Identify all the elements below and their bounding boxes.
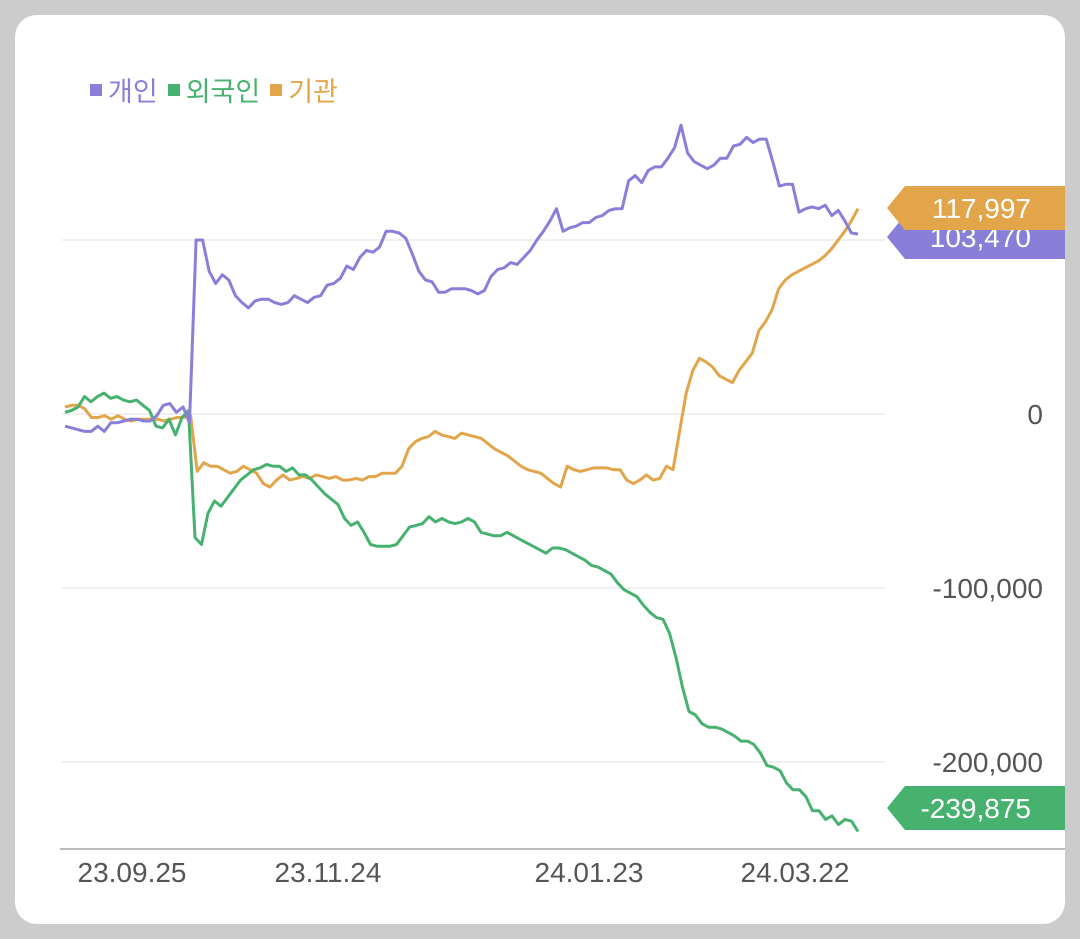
series-line-individual: [64, 123, 859, 433]
x-tick-label: 23.11.24: [275, 857, 382, 888]
legend-item-foreign[interactable]: 외국인: [167, 70, 261, 109]
badge-shape: [887, 786, 1065, 830]
legend-label-institution: 기관: [288, 77, 338, 107]
series-line-foreign: [64, 391, 860, 833]
x-tick-label: 24.03.22: [741, 857, 850, 888]
y-tick-label: 0: [1027, 399, 1043, 430]
legend-item-institution[interactable]: 기관: [270, 70, 338, 109]
grid-lines: [60, 239, 1065, 850]
x-tick-label: 24.01.23: [535, 857, 644, 888]
last-value-badge-institution: 117,997: [887, 186, 1065, 230]
badge-shape: [887, 186, 1065, 230]
legend-item-individual[interactable]: 개인: [90, 70, 158, 109]
badge-label: 117,997: [932, 193, 1031, 224]
legend: 개인 외국인 기관: [90, 70, 338, 109]
y-axis-ticks: 0 -100,000 -200,000: [932, 399, 1043, 778]
legend-swatch-individual: [90, 83, 102, 96]
x-axis-ticks: 23.09.25 23.11.24 24.01.23 24.03.22: [78, 857, 850, 888]
series-line-institution: [64, 207, 860, 489]
line-chart: 0 -100,000 -200,000 23.09.25 23.11.24 24.01.…: [60, 123, 1065, 888]
badge-label: -239,875: [920, 793, 1031, 824]
chart-card: 개인 외국인 기관 0 -100,000 -200,000 23.09.25 23.1…: [15, 15, 1065, 924]
legend-swatch-foreign: [167, 83, 180, 96]
last-value-badge-foreign: -239,875: [887, 786, 1065, 830]
x-tick-label: 23.09.25: [78, 857, 187, 888]
legend-label-foreign: 외국인: [185, 77, 261, 107]
y-tick-label: -200,000: [932, 747, 1043, 778]
legend-swatch-institution: [270, 83, 283, 96]
legend-label-individual: 개인: [108, 77, 158, 107]
series-lines: [64, 123, 860, 833]
y-tick-label: -100,000: [932, 573, 1043, 604]
